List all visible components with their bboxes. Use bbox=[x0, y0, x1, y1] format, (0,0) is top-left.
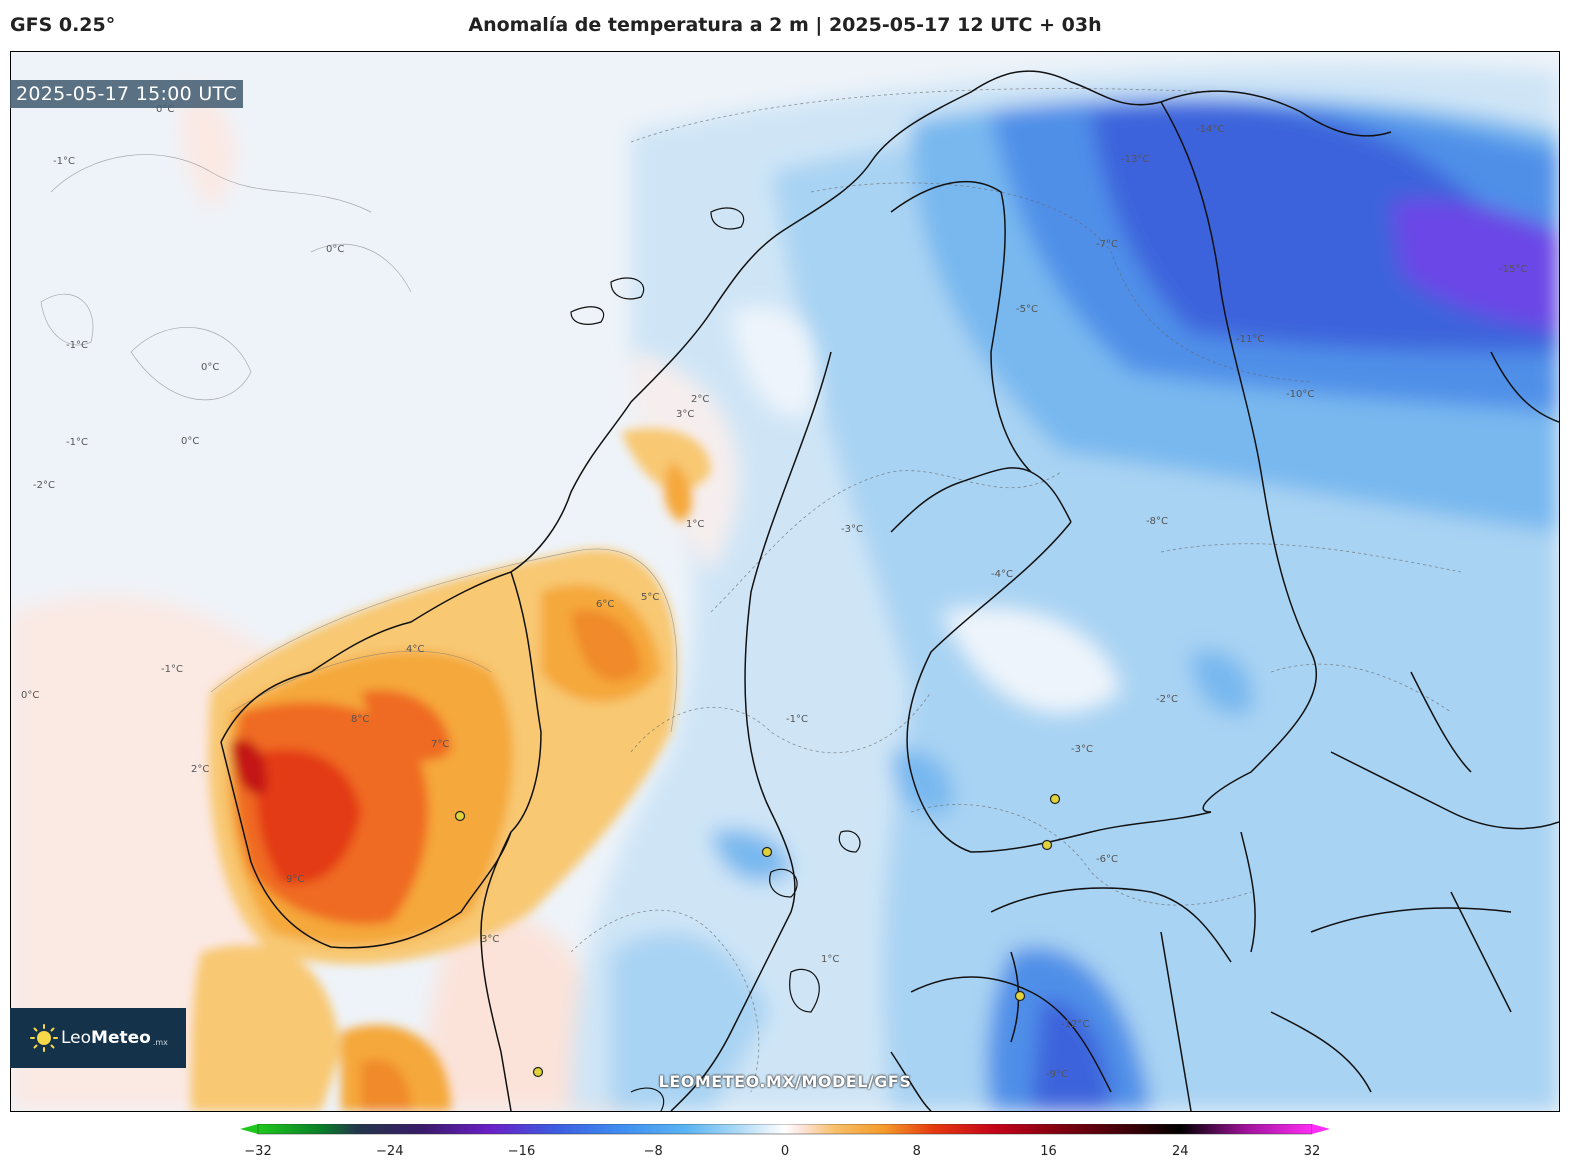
anomaly-field: -1°C 0°C 0°C -1°C 0°C 0°C -2°C -1°C 0°C … bbox=[11, 52, 1559, 1111]
svg-text:-3°C: -3°C bbox=[841, 524, 863, 535]
svg-text:-9°C: -9°C bbox=[1046, 1069, 1068, 1080]
colorbar: −32 −24 −16 −8 0 8 16 24 32 bbox=[240, 1124, 1330, 1160]
logo-tld: .mx bbox=[152, 1037, 168, 1047]
svg-text:-8°C: -8°C bbox=[1146, 516, 1168, 527]
logo-text: LeoMeteo bbox=[61, 1028, 151, 1048]
svg-text:-12°C: -12°C bbox=[1061, 1019, 1089, 1030]
svg-text:9°C: 9°C bbox=[286, 874, 304, 885]
svg-text:-2°C: -2°C bbox=[33, 480, 55, 491]
svg-text:0°C: 0°C bbox=[156, 104, 174, 115]
svg-text:-10°C: -10°C bbox=[1286, 389, 1314, 400]
svg-text:-15°C: -15°C bbox=[1499, 264, 1527, 275]
svg-text:5°C: 5°C bbox=[641, 592, 659, 603]
svg-text:-4°C: -4°C bbox=[991, 569, 1013, 580]
valid-time-badge: 2025-05-17 15:00 UTC bbox=[10, 80, 243, 108]
watermark-url: LEOMETEO.MX/MODEL/GFS bbox=[658, 1072, 912, 1091]
colorbar-tick-label: 0 bbox=[780, 1144, 790, 1159]
colorbar-max-arrow bbox=[1312, 1124, 1330, 1134]
svg-text:0°C: 0°C bbox=[326, 244, 344, 255]
colorbar-tick-label: 32 bbox=[1303, 1144, 1321, 1159]
colorbar-tick-label: 24 bbox=[1171, 1144, 1189, 1159]
map-canvas[interactable]: -1°C 0°C 0°C -1°C 0°C 0°C -2°C -1°C 0°C … bbox=[10, 51, 1560, 1112]
svg-text:7°C: 7°C bbox=[431, 739, 449, 750]
colorbar-tick-label: −8 bbox=[643, 1144, 663, 1159]
colorbar-tick-label: −16 bbox=[507, 1144, 536, 1159]
colorbar-tick-label: 8 bbox=[912, 1144, 921, 1159]
colorbar-min-arrow bbox=[240, 1124, 258, 1134]
contour-labels: -1°C 0°C 0°C -1°C 0°C 0°C -2°C -1°C 0°C … bbox=[21, 104, 1527, 1080]
svg-text:0°C: 0°C bbox=[181, 436, 199, 447]
svg-text:2°C: 2°C bbox=[191, 764, 209, 775]
svg-text:3°C: 3°C bbox=[481, 934, 499, 945]
svg-text:2°C: 2°C bbox=[691, 394, 709, 405]
svg-text:-5°C: -5°C bbox=[1016, 304, 1038, 315]
svg-text:-1°C: -1°C bbox=[53, 156, 75, 167]
svg-text:8°C: 8°C bbox=[351, 714, 369, 725]
svg-text:-3°C: -3°C bbox=[1071, 744, 1093, 755]
svg-text:1°C: 1°C bbox=[686, 519, 704, 530]
sun-icon bbox=[30, 1024, 58, 1052]
svg-text:-13°C: -13°C bbox=[1121, 154, 1149, 165]
colorbar-gradient bbox=[240, 1124, 1330, 1135]
svg-text:0°C: 0°C bbox=[21, 690, 39, 701]
leometeo-logo[interactable]: LeoMeteo .mx bbox=[10, 1008, 186, 1068]
colorbar-tick-label: −24 bbox=[376, 1144, 404, 1159]
svg-text:-1°C: -1°C bbox=[66, 437, 88, 448]
svg-text:-1°C: -1°C bbox=[66, 340, 88, 351]
colorbar-tick-label: −32 bbox=[244, 1144, 272, 1159]
svg-text:-7°C: -7°C bbox=[1096, 239, 1118, 250]
svg-text:-11°C: -11°C bbox=[1236, 334, 1264, 345]
svg-text:-1°C: -1°C bbox=[786, 714, 808, 725]
colorbar-tick-label: 16 bbox=[1040, 1144, 1057, 1159]
svg-text:1°C: 1°C bbox=[821, 954, 839, 965]
svg-text:-6°C: -6°C bbox=[1096, 854, 1118, 865]
svg-text:6°C: 6°C bbox=[596, 599, 614, 610]
model-label: GFS 0.25° bbox=[10, 14, 116, 36]
svg-text:3°C: 3°C bbox=[676, 409, 694, 420]
svg-text:-1°C: -1°C bbox=[161, 664, 183, 675]
map-title: Anomalía de temperatura a 2 m | 2025-05-… bbox=[468, 14, 1102, 36]
svg-text:-2°C: -2°C bbox=[1156, 694, 1178, 705]
svg-text:0°C: 0°C bbox=[201, 362, 219, 373]
svg-text:-14°C: -14°C bbox=[1196, 124, 1224, 135]
svg-text:4°C: 4°C bbox=[406, 644, 424, 655]
